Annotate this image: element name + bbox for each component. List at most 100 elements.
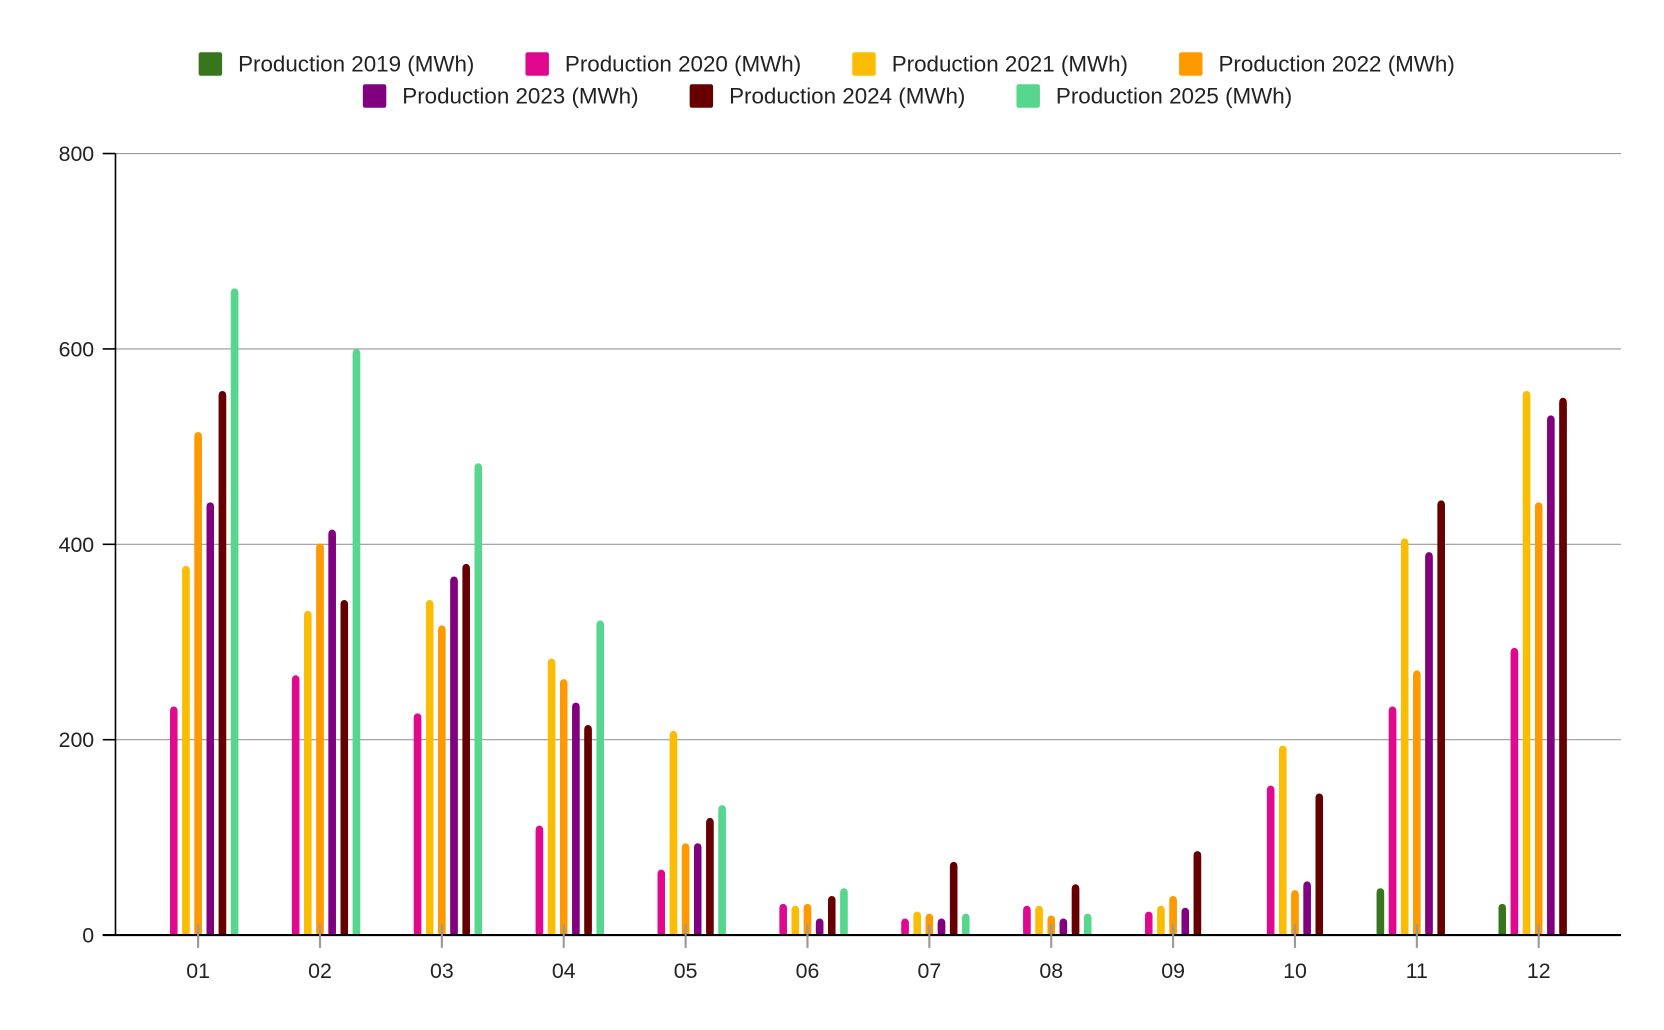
bar-body	[669, 735, 678, 936]
bar-body	[1400, 542, 1409, 936]
bar-body	[340, 604, 349, 936]
bar-body	[1315, 797, 1324, 936]
bar-body	[182, 570, 190, 936]
bar-body	[1193, 855, 1202, 936]
bar-body	[1413, 674, 1421, 936]
bar-body	[828, 900, 836, 936]
y-tick-label: 200	[59, 728, 95, 752]
bar-body	[474, 467, 483, 936]
x-tick-label: 02	[308, 959, 332, 983]
bar-body	[1181, 912, 1189, 936]
bar-body	[1071, 888, 1080, 936]
bar-body	[962, 917, 970, 936]
bar-body	[1145, 915, 1153, 936]
legend-swatch	[198, 52, 223, 76]
bar-body	[596, 624, 604, 936]
legend-label: Production 2024 (MWh)	[729, 83, 965, 108]
y-tick-label: 0	[82, 924, 94, 948]
bar-body	[572, 706, 580, 936]
bar-body	[1425, 556, 1433, 936]
bar-body	[1023, 910, 1031, 936]
bar-body	[706, 822, 714, 936]
bar-body	[450, 580, 458, 936]
legend-item: Production 2024 (MWh)	[689, 83, 965, 108]
bar-body	[1559, 402, 1567, 936]
bar-body	[413, 717, 422, 936]
legend-item: Production 2019 (MWh)	[198, 51, 474, 76]
bar-body	[291, 679, 300, 936]
bar-body	[1534, 506, 1543, 936]
legend-label: Production 2020 (MWh)	[565, 51, 801, 76]
bar-body	[1279, 749, 1287, 936]
bar-body	[694, 847, 702, 936]
legend-label: Production 2019 (MWh)	[238, 51, 474, 76]
legend-swatch	[852, 52, 876, 76]
bar-body	[1303, 885, 1311, 936]
y-tick-label: 400	[59, 533, 95, 557]
x-tick-label: 09	[1161, 959, 1185, 983]
bar-body	[1498, 908, 1506, 936]
axes: 0 200 400 600 800 01 02 03 04 05 06 07 08 09 10 11 12	[59, 142, 1622, 983]
bar-body	[304, 615, 312, 936]
bar-body	[1083, 917, 1092, 936]
bar-body	[425, 604, 434, 936]
bars	[170, 288, 1567, 936]
bar-body	[438, 629, 446, 936]
legend-label: Production 2022 (MWh)	[1219, 51, 1455, 76]
bar-body	[718, 809, 726, 936]
x-tick-label: 11	[1406, 959, 1428, 983]
bar-body	[1388, 710, 1397, 936]
bar-body	[840, 892, 848, 936]
x-tick-label: 12	[1527, 959, 1551, 983]
bar-body	[657, 873, 666, 936]
bar-body	[1291, 894, 1299, 936]
x-tick-label: 10	[1283, 959, 1307, 983]
legend-label: Production 2021 (MWh)	[892, 51, 1128, 76]
x-tick-label: 01	[186, 959, 210, 983]
bar-body	[901, 922, 909, 936]
bar-body	[170, 710, 178, 936]
bar-body	[535, 829, 544, 936]
bar-body	[1522, 395, 1531, 936]
legend-swatch	[362, 84, 387, 108]
y-tick-label: 600	[59, 337, 95, 361]
bar-body	[1059, 922, 1068, 936]
bar-body	[1169, 900, 1177, 936]
bar-body	[949, 866, 958, 936]
bar-body	[206, 506, 214, 936]
bar-body	[779, 908, 787, 936]
legend-item: Production 2023 (MWh)	[362, 83, 639, 108]
bar-body	[316, 547, 324, 936]
x-tick-label: 08	[1039, 959, 1063, 983]
legend-item: Production 2022 (MWh)	[1179, 51, 1455, 76]
bar-body	[1157, 910, 1165, 936]
bar-body	[791, 910, 800, 936]
bar-body	[913, 915, 921, 936]
x-tick-label: 03	[430, 959, 454, 983]
x-tick-label: 05	[674, 959, 698, 983]
bar-body	[328, 533, 336, 936]
bar-body	[218, 395, 227, 936]
bar-body	[462, 568, 470, 936]
bar-body	[1266, 789, 1275, 936]
bar-body	[230, 292, 239, 936]
bar-body	[194, 436, 202, 936]
bar-body	[815, 922, 824, 936]
bar-body	[681, 847, 690, 936]
legend-swatch	[689, 84, 714, 108]
bar-body	[547, 662, 556, 936]
legend-swatch	[525, 52, 549, 76]
legend: Production 2019 (MWh) Production 2020 (MW…	[198, 51, 1455, 108]
legend-label: Production 2025 (MWh)	[1056, 83, 1292, 108]
legend-label: Production 2023 (MWh)	[402, 83, 638, 108]
gridlines	[115, 153, 1622, 741]
bar-body	[1510, 652, 1519, 936]
y-tick-label: 800	[59, 142, 95, 166]
bar-body	[559, 683, 568, 936]
bar-body	[1035, 910, 1043, 936]
bar-body	[352, 353, 361, 936]
bar-body	[803, 908, 812, 936]
legend-item: Production 2021 (MWh)	[852, 51, 1128, 76]
bar-body	[1437, 504, 1445, 936]
bar-body	[1376, 892, 1385, 936]
